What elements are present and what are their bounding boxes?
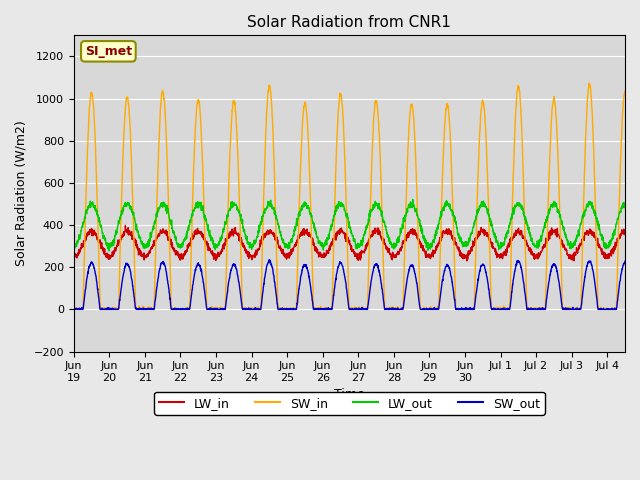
SW_in: [602, 307, 610, 312]
LW_in: [432, 243, 440, 249]
Line: SW_out: SW_out: [74, 260, 625, 310]
LW_in: [602, 255, 610, 261]
Y-axis label: Solar Radiation (W/m2): Solar Radiation (W/m2): [15, 120, 28, 266]
Line: LW_out: LW_out: [74, 200, 625, 251]
LW_out: [409, 197, 417, 203]
SW_out: [432, 306, 440, 312]
SW_in: [621, 89, 629, 95]
LW_in: [70, 253, 77, 259]
SW_in: [102, 305, 110, 311]
SW_in: [586, 80, 593, 86]
SW_in: [353, 306, 360, 312]
LW_in: [122, 223, 129, 228]
X-axis label: Time: Time: [334, 388, 365, 401]
SW_out: [602, 306, 610, 312]
LW_in: [415, 236, 423, 242]
LW_out: [102, 240, 110, 246]
LW_out: [602, 242, 610, 248]
SW_out: [621, 258, 629, 264]
LW_out: [433, 228, 440, 234]
Text: SI_met: SI_met: [85, 45, 132, 58]
SW_in: [537, 307, 545, 312]
LW_in: [621, 227, 629, 233]
SW_out: [415, 300, 423, 305]
LW_in: [537, 249, 545, 254]
LW_out: [70, 242, 77, 248]
LW_out: [105, 248, 113, 254]
Line: SW_in: SW_in: [74, 83, 625, 310]
LW_out: [353, 243, 360, 249]
LW_in: [102, 252, 110, 257]
Title: Solar Radiation from CNR1: Solar Radiation from CNR1: [248, 15, 451, 30]
SW_out: [102, 307, 110, 312]
Legend: LW_in, SW_in, LW_out, SW_out: LW_in, SW_in, LW_out, SW_out: [154, 392, 545, 415]
SW_out: [70, 307, 77, 312]
Line: LW_in: LW_in: [74, 226, 625, 261]
SW_out: [266, 257, 273, 263]
LW_out: [415, 220, 423, 226]
SW_in: [432, 306, 440, 312]
SW_in: [70, 304, 77, 310]
SW_out: [537, 307, 545, 312]
LW_in: [353, 253, 360, 259]
SW_in: [70, 307, 78, 312]
LW_in: [463, 258, 470, 264]
LW_out: [537, 234, 545, 240]
SW_in: [415, 271, 423, 276]
LW_out: [621, 203, 629, 209]
SW_out: [353, 307, 360, 312]
